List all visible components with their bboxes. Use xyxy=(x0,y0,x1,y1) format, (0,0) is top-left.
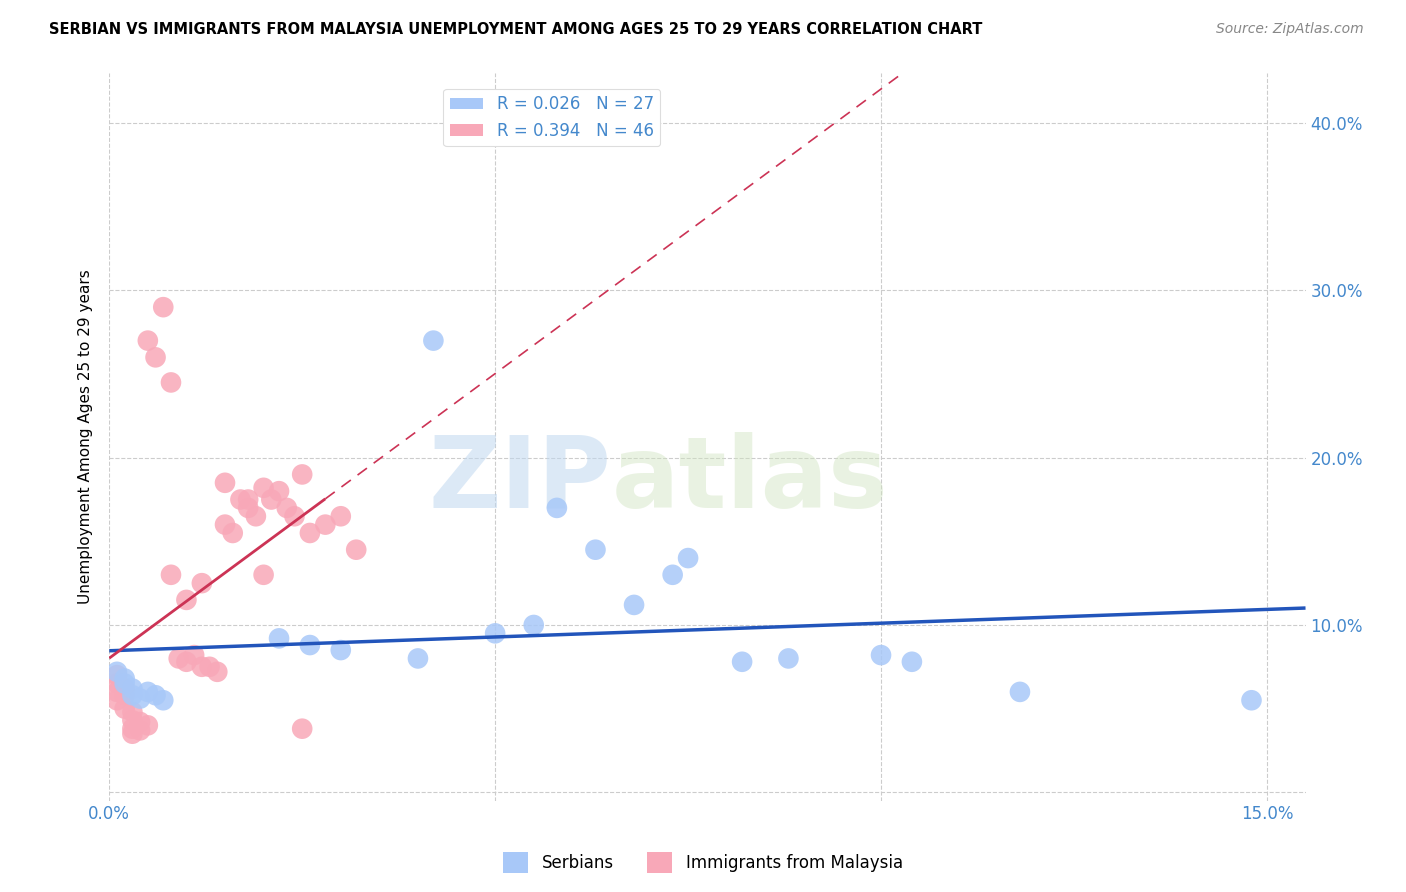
Point xyxy=(252,567,274,582)
Point xyxy=(191,576,214,591)
Point xyxy=(105,665,128,679)
Point xyxy=(121,727,143,741)
Legend: R = 0.026   N = 27, R = 0.394   N = 46: R = 0.026 N = 27, R = 0.394 N = 46 xyxy=(443,88,661,146)
Point xyxy=(523,618,546,632)
Point xyxy=(298,526,321,541)
Point xyxy=(183,648,205,662)
Text: atlas: atlas xyxy=(612,432,889,529)
Point xyxy=(222,526,245,541)
Point xyxy=(136,334,159,348)
Point xyxy=(105,668,128,682)
Text: SERBIAN VS IMMIGRANTS FROM MALAYSIA UNEMPLOYMENT AMONG AGES 25 TO 29 YEARS CORRE: SERBIAN VS IMMIGRANTS FROM MALAYSIA UNEM… xyxy=(49,22,983,37)
Point xyxy=(276,500,298,515)
Point xyxy=(105,685,128,699)
Point xyxy=(191,660,214,674)
Point xyxy=(329,643,352,657)
Point xyxy=(585,542,607,557)
Point xyxy=(329,509,352,524)
Point xyxy=(105,693,128,707)
Point xyxy=(152,300,174,314)
Point xyxy=(145,688,167,702)
Point xyxy=(129,714,152,729)
Point xyxy=(623,598,645,612)
Point xyxy=(778,651,800,665)
Point xyxy=(114,676,136,690)
Point xyxy=(870,648,893,662)
Point xyxy=(291,467,314,482)
Point xyxy=(176,655,198,669)
Legend: Serbians, Immigrants from Malaysia: Serbians, Immigrants from Malaysia xyxy=(496,846,910,880)
Point xyxy=(260,492,283,507)
Point xyxy=(731,655,754,669)
Point xyxy=(105,676,128,690)
Point xyxy=(238,500,260,515)
Point xyxy=(121,722,143,736)
Point xyxy=(267,632,290,646)
Point xyxy=(114,701,136,715)
Point xyxy=(214,517,236,532)
Point xyxy=(406,651,429,665)
Point xyxy=(252,481,274,495)
Point xyxy=(229,492,252,507)
Point xyxy=(152,693,174,707)
Point xyxy=(214,475,236,490)
Point xyxy=(484,626,506,640)
Point xyxy=(546,500,568,515)
Point xyxy=(167,651,190,665)
Point xyxy=(901,655,924,669)
Point xyxy=(676,551,699,566)
Point xyxy=(160,376,183,390)
Point xyxy=(176,593,198,607)
Point xyxy=(245,509,267,524)
Point xyxy=(661,567,683,582)
Point xyxy=(136,685,159,699)
Point xyxy=(121,714,143,728)
Point xyxy=(291,722,314,736)
Point xyxy=(422,334,444,348)
Point xyxy=(121,688,143,702)
Point xyxy=(114,672,136,686)
Point xyxy=(114,681,136,696)
Point xyxy=(129,691,152,706)
Point xyxy=(145,351,167,365)
Point xyxy=(238,492,260,507)
Point xyxy=(1008,685,1031,699)
Point xyxy=(298,638,321,652)
Point xyxy=(344,542,367,557)
Y-axis label: Unemployment Among Ages 25 to 29 years: Unemployment Among Ages 25 to 29 years xyxy=(79,269,93,604)
Point xyxy=(129,723,152,738)
Text: Source: ZipAtlas.com: Source: ZipAtlas.com xyxy=(1216,22,1364,37)
Point xyxy=(114,688,136,702)
Point xyxy=(121,705,143,719)
Point xyxy=(160,567,183,582)
Point xyxy=(207,665,229,679)
Point xyxy=(121,681,143,696)
Point xyxy=(267,484,290,499)
Point xyxy=(283,509,305,524)
Point xyxy=(1240,693,1263,707)
Point xyxy=(136,718,159,732)
Point xyxy=(198,660,221,674)
Text: ZIP: ZIP xyxy=(429,432,612,529)
Point xyxy=(314,517,336,532)
